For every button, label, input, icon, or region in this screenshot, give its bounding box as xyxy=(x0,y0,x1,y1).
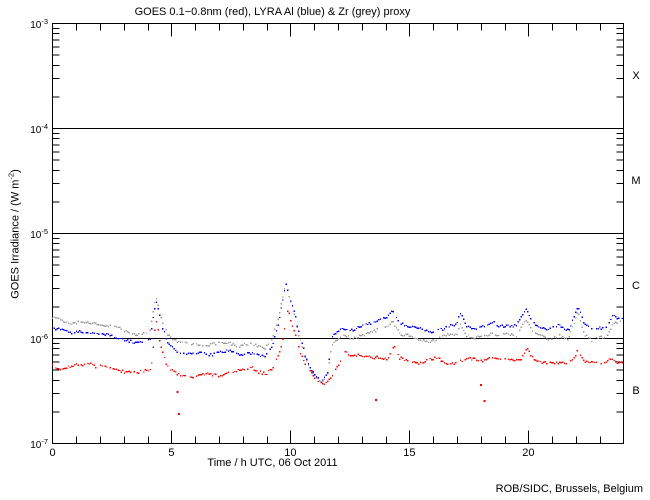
x-tick-label: 0 xyxy=(49,447,56,459)
credit-text: ROB/SIDC, Brussels, Belgium xyxy=(495,483,643,495)
y-tick-label: 10-6 xyxy=(30,331,48,346)
y-tick-label: 10-3 xyxy=(30,16,48,31)
x-axis-title: Time / h UTC, 06 Oct 2011 xyxy=(207,457,338,469)
y-tick-label: 10-5 xyxy=(30,226,48,241)
series-0 xyxy=(51,310,623,385)
dropout-points xyxy=(176,384,486,416)
flare-class-label: C xyxy=(632,280,640,292)
y-tick-label: 10-7 xyxy=(30,436,48,451)
chart-title: GOES 0.1−0.8nm (red), LYRA Al (blue) & Z… xyxy=(134,6,411,18)
series-2 xyxy=(51,288,622,384)
y-tick-label: 10-4 xyxy=(30,121,48,136)
flare-class-label: B xyxy=(632,385,640,397)
x-tick-label: 5 xyxy=(168,447,175,459)
flare-class-label: X xyxy=(632,70,640,82)
series-1 xyxy=(53,283,623,383)
x-tick-label: 10 xyxy=(284,447,297,459)
flare-class-label: M xyxy=(631,175,641,187)
x-tick-label: 20 xyxy=(522,447,535,459)
y-axis-title-sup: -2 xyxy=(6,172,16,180)
axis-frame xyxy=(52,23,624,444)
x-tick-label: 15 xyxy=(403,447,416,459)
y-axis-title-post: ) xyxy=(9,169,22,173)
